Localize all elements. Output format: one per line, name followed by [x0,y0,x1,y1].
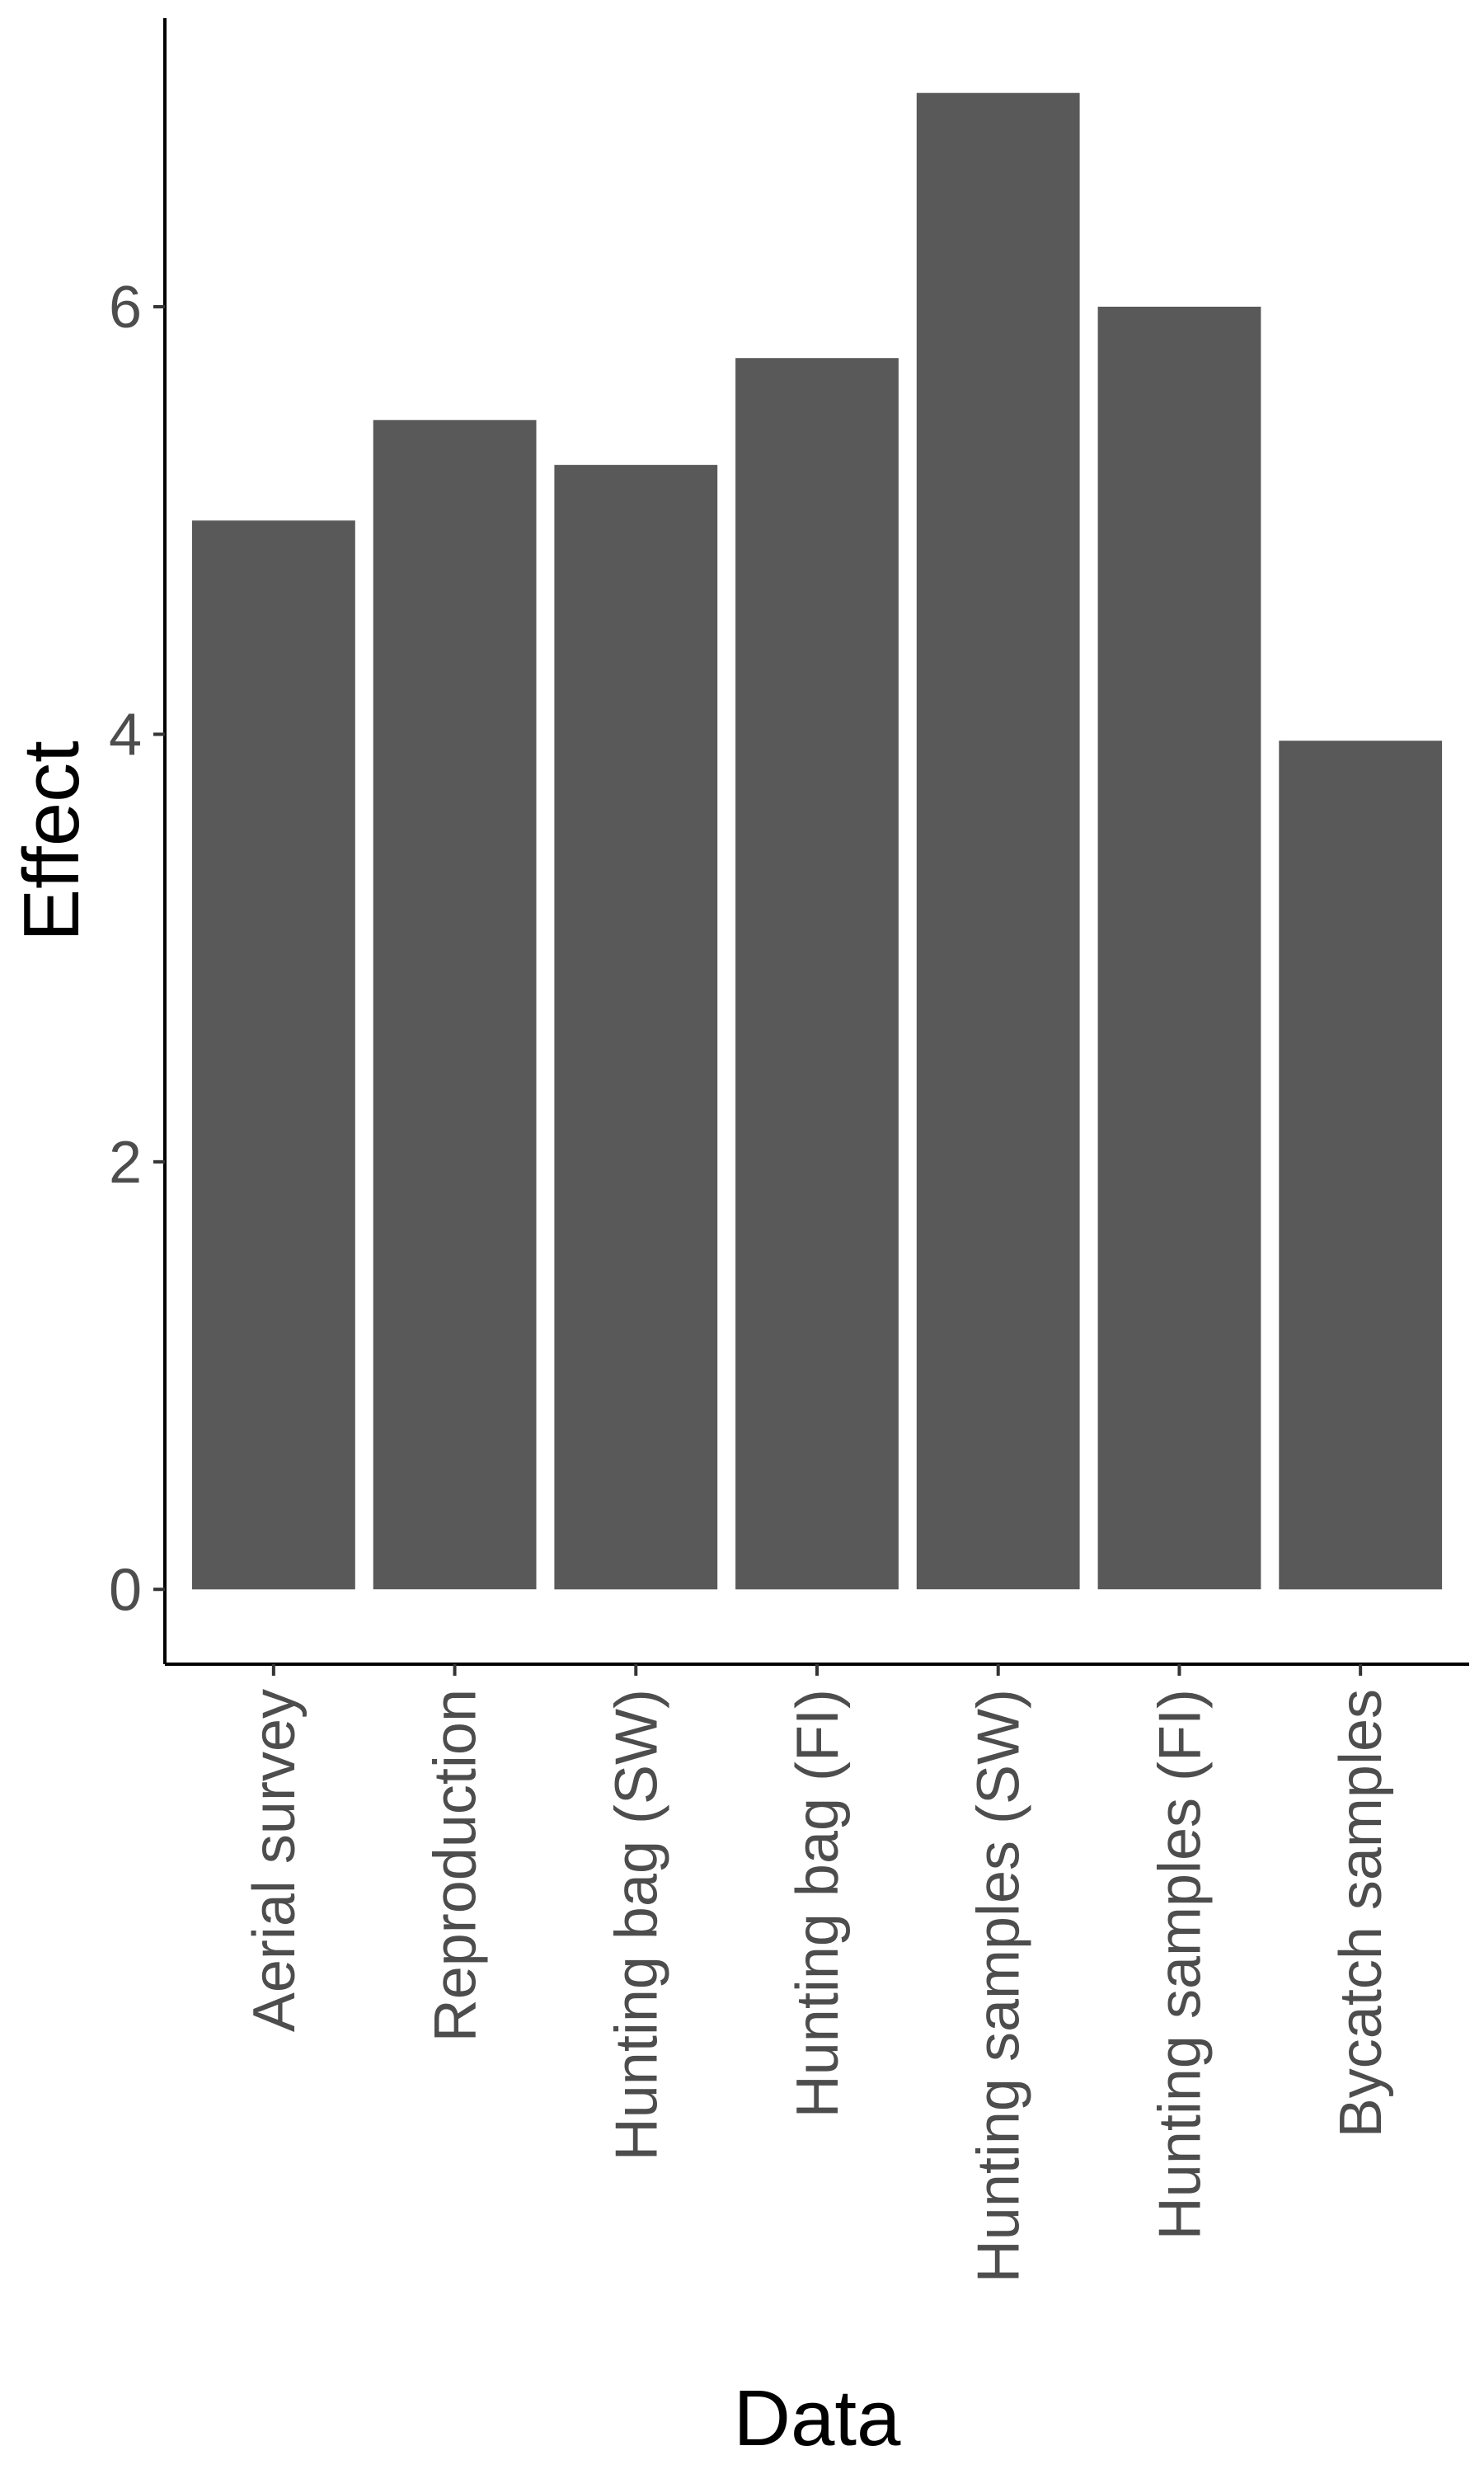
bar-0 [192,520,355,1590]
bar-3 [735,358,899,1590]
bar-2 [554,464,718,1590]
x-tick-label-3: Hunting bag (FI) [785,1689,851,2118]
x-tick-label-0: Aerial survey [242,1689,308,2032]
bars-group [192,92,1443,1590]
bar-1 [373,420,537,1590]
y-axis-title: Effect [7,741,96,942]
x-tick-label-4: Hunting samples (SW) [966,1689,1032,2283]
y-tick-label-0: 0 [109,1557,142,1623]
x-axis: Aerial survey Reproduction Hunting bag (SW… [165,1663,1469,2283]
x-axis-title: Data [734,2374,901,2462]
x-tick-label-5: Hunting samples (FI) [1147,1689,1213,2240]
y-axis: 0 2 4 6 [109,18,167,1664]
y-tick-label-1: 2 [109,1130,142,1196]
bar-4 [916,92,1080,1590]
x-tick-label-1: Reproduction [423,1689,489,2042]
bar-5 [1097,306,1261,1590]
x-tick-label-2: Hunting bag (SW) [603,1689,669,2161]
x-tick-label-6: Bycatch samples [1328,1689,1394,2138]
y-tick-label-3: 6 [109,275,142,341]
bar-6 [1279,741,1443,1590]
y-tick-label-2: 4 [109,702,142,768]
